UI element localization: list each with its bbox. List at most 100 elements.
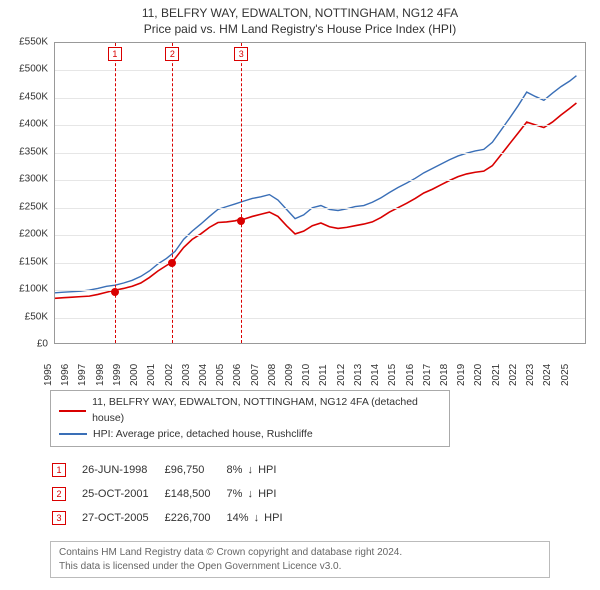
y-tick-label: £300K <box>19 174 48 185</box>
legend-label: 11, BELFRY WAY, EDWALTON, NOTTINGHAM, NG… <box>92 395 441 427</box>
legend-swatch <box>59 433 87 435</box>
event-delta: 7% ↓ HPI <box>227 483 297 505</box>
event-marker: 3 <box>52 511 66 525</box>
y-tick-label: £350K <box>19 146 48 157</box>
event-price: £226,700 <box>165 507 225 529</box>
x-axis: 1995199619971998199920002001200220032004… <box>54 346 586 382</box>
legend-label: HPI: Average price, detached house, Rush… <box>93 427 313 443</box>
x-tick-label: 2007 <box>250 364 261 386</box>
sale-marker-line <box>115 43 116 343</box>
legend-item: 11, BELFRY WAY, EDWALTON, NOTTINGHAM, NG… <box>59 395 441 427</box>
sale-marker-box: 3 <box>234 47 248 61</box>
event-delta-label: HPI <box>255 464 276 476</box>
y-tick-label: £0 <box>37 339 48 350</box>
x-tick-label: 1997 <box>77 364 88 386</box>
series-line-hpi <box>55 76 576 293</box>
x-tick-label: 1998 <box>95 364 106 386</box>
sale-marker-line <box>172 43 173 343</box>
gridline <box>55 70 585 71</box>
gridline <box>55 263 585 264</box>
gridline <box>55 125 585 126</box>
series-line-property <box>55 103 576 298</box>
x-tick-label: 2010 <box>301 364 312 386</box>
chart-title-block: 11, BELFRY WAY, EDWALTON, NOTTINGHAM, NG… <box>0 0 600 38</box>
y-axis: £0£50K£100K£150K£200K£250K£300K£350K£400… <box>10 42 52 382</box>
chart-title: 11, BELFRY WAY, EDWALTON, NOTTINGHAM, NG… <box>0 6 600 20</box>
legend-swatch <box>59 410 86 412</box>
event-delta-label: HPI <box>261 512 282 524</box>
sale-marker-dot <box>168 259 176 267</box>
y-tick-label: £100K <box>19 284 48 295</box>
chart-lines <box>55 43 585 343</box>
event-date: 27-OCT-2005 <box>82 507 163 529</box>
x-tick-label: 2009 <box>284 364 295 386</box>
x-tick-label: 2014 <box>370 364 381 386</box>
event-delta-pct: 7% <box>227 488 246 500</box>
y-tick-label: £450K <box>19 91 48 102</box>
arrow-down-icon: ↓ <box>248 464 254 476</box>
x-tick-label: 2016 <box>405 364 416 386</box>
sale-marker-dot <box>111 288 119 296</box>
sale-marker-line <box>241 43 242 343</box>
y-tick-label: £150K <box>19 256 48 267</box>
sale-marker-box: 1 <box>108 47 122 61</box>
footer-line-2: This data is licensed under the Open Gov… <box>59 560 541 574</box>
y-tick-label: £500K <box>19 64 48 75</box>
footer-line-1: Contains HM Land Registry data © Crown c… <box>59 546 541 560</box>
chart-subtitle: Price paid vs. HM Land Registry's House … <box>0 22 600 36</box>
event-marker: 2 <box>52 487 66 501</box>
arrow-down-icon: ↓ <box>248 488 254 500</box>
x-tick-label: 2024 <box>542 364 553 386</box>
event-delta: 8% ↓ HPI <box>227 459 297 481</box>
sale-marker-dot <box>237 217 245 225</box>
gridline <box>55 290 585 291</box>
chart: £0£50K£100K£150K£200K£250K£300K£350K£400… <box>10 42 590 382</box>
event-delta-pct: 14% <box>227 512 252 524</box>
y-tick-label: £550K <box>19 37 48 48</box>
x-tick-label: 2025 <box>560 364 571 386</box>
x-tick-label: 2018 <box>439 364 450 386</box>
x-tick-label: 2022 <box>508 364 519 386</box>
legend-item: HPI: Average price, detached house, Rush… <box>59 427 441 443</box>
x-tick-label: 2011 <box>318 364 329 386</box>
gridline <box>55 153 585 154</box>
event-date: 26-JUN-1998 <box>82 459 163 481</box>
sale-marker-box: 2 <box>165 47 179 61</box>
gridline <box>55 180 585 181</box>
y-tick-label: £400K <box>19 119 48 130</box>
event-date: 25-OCT-2001 <box>82 483 163 505</box>
event-marker: 1 <box>52 463 66 477</box>
event-delta: 14% ↓ HPI <box>227 507 297 529</box>
x-tick-label: 2002 <box>164 364 175 386</box>
x-tick-label: 2000 <box>129 364 140 386</box>
x-tick-label: 2023 <box>525 364 536 386</box>
x-tick-label: 2003 <box>181 364 192 386</box>
x-tick-label: 1995 <box>43 364 54 386</box>
sale-events-table: 1 26-JUN-1998£96,7508% ↓ HPI 2 25-OCT-2001£… <box>50 457 299 531</box>
sale-event-row: 2 25-OCT-2001£148,5007% ↓ HPI <box>52 483 297 505</box>
x-tick-label: 2015 <box>387 364 398 386</box>
sale-event-row: 3 27-OCT-2005£226,70014% ↓ HPI <box>52 507 297 529</box>
x-tick-label: 2021 <box>491 364 502 386</box>
plot-area: 1 2 3 <box>54 42 586 344</box>
y-tick-label: £200K <box>19 229 48 240</box>
event-price: £96,750 <box>165 459 225 481</box>
gridline <box>55 235 585 236</box>
x-tick-label: 2020 <box>473 364 484 386</box>
x-tick-label: 1996 <box>60 364 71 386</box>
x-tick-label: 2012 <box>336 364 347 386</box>
x-tick-label: 2004 <box>198 364 209 386</box>
attribution-footer: Contains HM Land Registry data © Crown c… <box>50 541 550 578</box>
gridline <box>55 318 585 319</box>
x-tick-label: 2017 <box>422 364 433 386</box>
x-tick-label: 2005 <box>215 364 226 386</box>
sale-event-row: 1 26-JUN-1998£96,7508% ↓ HPI <box>52 459 297 481</box>
arrow-down-icon: ↓ <box>254 512 260 524</box>
y-tick-label: £250K <box>19 201 48 212</box>
x-tick-label: 2001 <box>146 364 157 386</box>
gridline <box>55 98 585 99</box>
event-delta-label: HPI <box>255 488 276 500</box>
x-tick-label: 2006 <box>232 364 243 386</box>
event-price: £148,500 <box>165 483 225 505</box>
gridline <box>55 208 585 209</box>
